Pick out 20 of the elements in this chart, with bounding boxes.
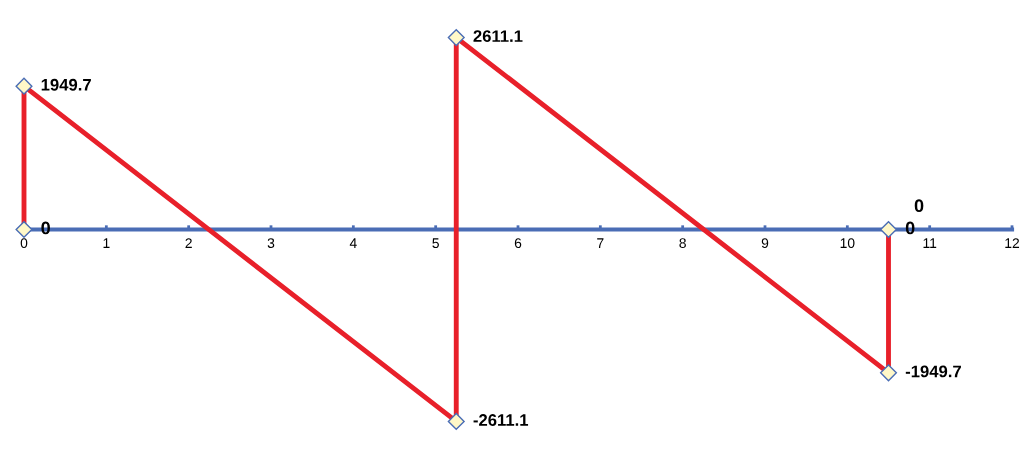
x-tick-label: 8 [679,238,686,249]
data-label: 1949.7 [41,78,91,91]
x-tick-label: 6 [514,238,522,249]
x-tick-label: 7 [597,238,604,248]
data-label: -1949.7 [905,365,961,378]
data-label: 0 [41,221,50,235]
x-tick-label: 10 [840,238,855,249]
x-tick-label: 5 [432,238,439,249]
data-label: 0 [905,221,915,235]
x-tick-label: 11 [923,238,937,248]
x-tick-label: 0 [20,238,28,249]
x-tick-label: 1 [103,238,110,248]
data-label: 2611.1 [473,30,523,43]
x-tick-label: 2 [185,238,192,248]
data-label: -2611.1 [473,414,529,426]
x-tick-label: 9 [761,238,769,249]
annotation: 0 [914,199,924,213]
x-tick-label: 4 [349,238,357,248]
x-tick-label: 3 [267,238,275,249]
x-tick-label: 12 [1005,238,1020,248]
